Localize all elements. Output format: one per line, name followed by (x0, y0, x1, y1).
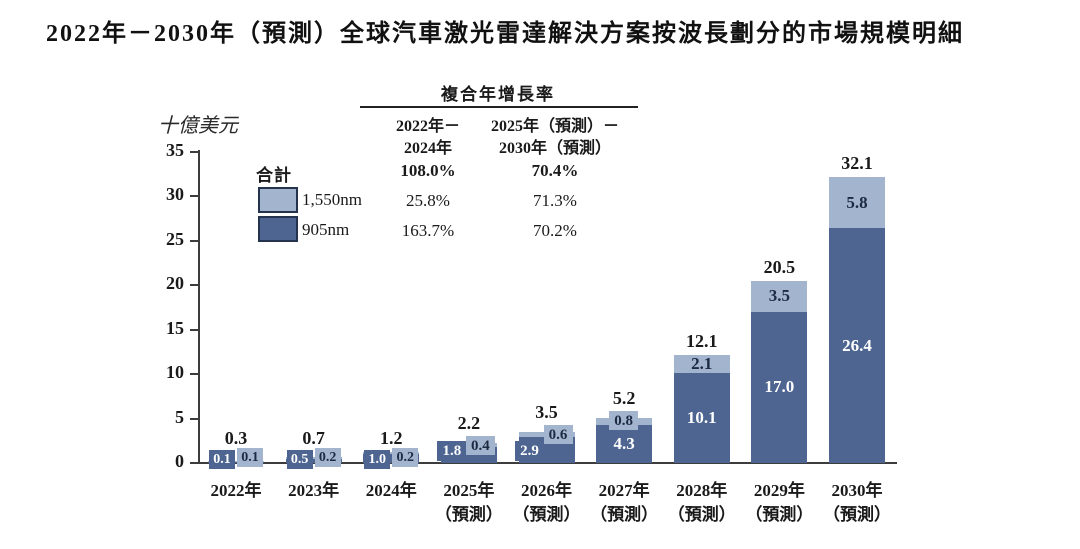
bar-total-label: 12.1 (686, 330, 718, 351)
y-tick-mark (190, 373, 200, 376)
bar-value-905nm: 0.1 (209, 450, 235, 469)
bar-segment-1550nm (829, 176, 885, 229)
x-axis-category-label: 2026年 （預測） (512, 481, 581, 524)
x-axis-category-label: 2029年 （預測） (745, 481, 814, 524)
bar-total-label: 2.2 (457, 413, 481, 434)
y-tick-label: 0 (175, 451, 184, 471)
bar-value-1550nm: 3.5 (768, 286, 790, 306)
bar-segment-905nm (208, 462, 264, 464)
x-axis-category-label: 2024年 (365, 481, 417, 500)
bar-value-1550nm: 0.6 (543, 424, 573, 444)
legend-label-905nm: 905nm (302, 220, 350, 239)
bar-value-905nm: 4.3 (613, 433, 635, 453)
bar-value-1550nm: 0.4 (465, 436, 495, 456)
bar-value-905nm: 1.0 (364, 450, 391, 469)
bar-value-1550nm: 2.1 (691, 353, 713, 373)
bar-total-label: 20.5 (763, 256, 796, 277)
y-tick-mark (190, 195, 200, 198)
y-tick-mark (190, 328, 200, 331)
y-tick-label: 35 (166, 140, 184, 160)
bar-segment-1550nm (285, 456, 342, 459)
y-axis-unit-label: 十億美元 (158, 115, 238, 137)
bar-total-label: 1.2 (380, 428, 403, 448)
chart-title: 2022年－2030年（預測）全球汽車激光雷達解決方案按波長劃分的市場規模明細 (46, 21, 964, 47)
y-tick-label: 25 (166, 228, 184, 249)
bar-segment-905nm (829, 228, 885, 463)
x-axis-line (198, 462, 897, 464)
bar-segment-905nm (751, 311, 808, 463)
y-tick-mark (190, 284, 200, 287)
cagr-value: 25.8% (406, 191, 450, 210)
bar-segment-905nm (363, 454, 420, 463)
bar-segment-905nm (673, 373, 730, 463)
y-tick-label: 15 (166, 317, 184, 338)
legend-label-1550nm: 1,550nm (302, 190, 362, 209)
bar-value-905nm: 0.5 (286, 450, 313, 469)
bar-value-1550nm: 5.8 (846, 192, 868, 212)
legend-swatch-1550nm (258, 187, 298, 213)
cagr-value: 108.0% (400, 161, 456, 180)
bar-segment-1550nm (363, 452, 420, 455)
x-axis-category-label: 2027年 （預測） (590, 481, 659, 524)
bar-segment-905nm (596, 424, 653, 463)
cagr-col-header: 2025年（預測）－ 2030年（預測） (490, 118, 619, 157)
bar-value-1550nm: 0.8 (609, 410, 639, 430)
cagr-header-underline (360, 106, 638, 108)
bar-total-label: 0.7 (302, 428, 325, 448)
bar-segment-1550nm (673, 354, 730, 374)
cagr-value: 70.2% (533, 221, 577, 240)
bar-segment-905nm (285, 458, 342, 463)
bar-total-label: 0.3 (224, 428, 248, 448)
legend-swatch-905nm (258, 216, 298, 242)
bar-total-label: 3.5 (535, 401, 558, 422)
bar-value-905nm: 10.1 (686, 408, 717, 428)
bar-value-1550nm: 0.2 (392, 448, 419, 467)
y-tick-label: 5 (175, 406, 184, 427)
y-tick-mark (190, 417, 200, 420)
bar-value-1550nm: 0.2 (314, 448, 341, 467)
y-axis-line (198, 150, 200, 464)
bar-segment-1550nm (751, 280, 808, 312)
cagr-value: 71.3% (533, 191, 577, 210)
y-tick-label: 30 (166, 184, 184, 205)
cagr-value: 163.7% (401, 221, 455, 240)
cagr-value: 70.4% (531, 161, 579, 180)
x-axis-category-label: 2028年 （預測） (667, 481, 736, 524)
x-axis-category-label: 2022年 (210, 481, 262, 500)
bar-total-label: 32.1 (841, 152, 873, 173)
y-tick-mark (190, 462, 200, 464)
bar-value-905nm: 2.9 (514, 441, 545, 461)
cagr-col-header: 2022年－ 2024年 (395, 118, 460, 157)
bar-total-label: 5.2 (612, 387, 636, 408)
cagr-table-header: 複合年增長率 (441, 85, 555, 104)
x-axis-category-label: 2023年 (288, 481, 340, 500)
bar-value-1550nm: 0.1 (237, 448, 263, 467)
y-tick-label: 20 (166, 273, 184, 294)
y-tick-mark (190, 239, 200, 242)
x-axis-category-label: 2030年 （預測） (823, 481, 891, 524)
y-tick-label: 10 (166, 362, 184, 383)
bar-segment-1550nm (208, 461, 264, 463)
bar-value-905nm: 17.0 (764, 377, 795, 397)
bar-value-905nm: 1.8 (436, 441, 467, 461)
legend-total-label: 合計 (256, 166, 292, 185)
bar-value-905nm: 26.4 (842, 335, 872, 355)
x-axis-category-label: 2025年 （預測） (434, 481, 503, 524)
y-tick-mark (190, 151, 200, 153)
